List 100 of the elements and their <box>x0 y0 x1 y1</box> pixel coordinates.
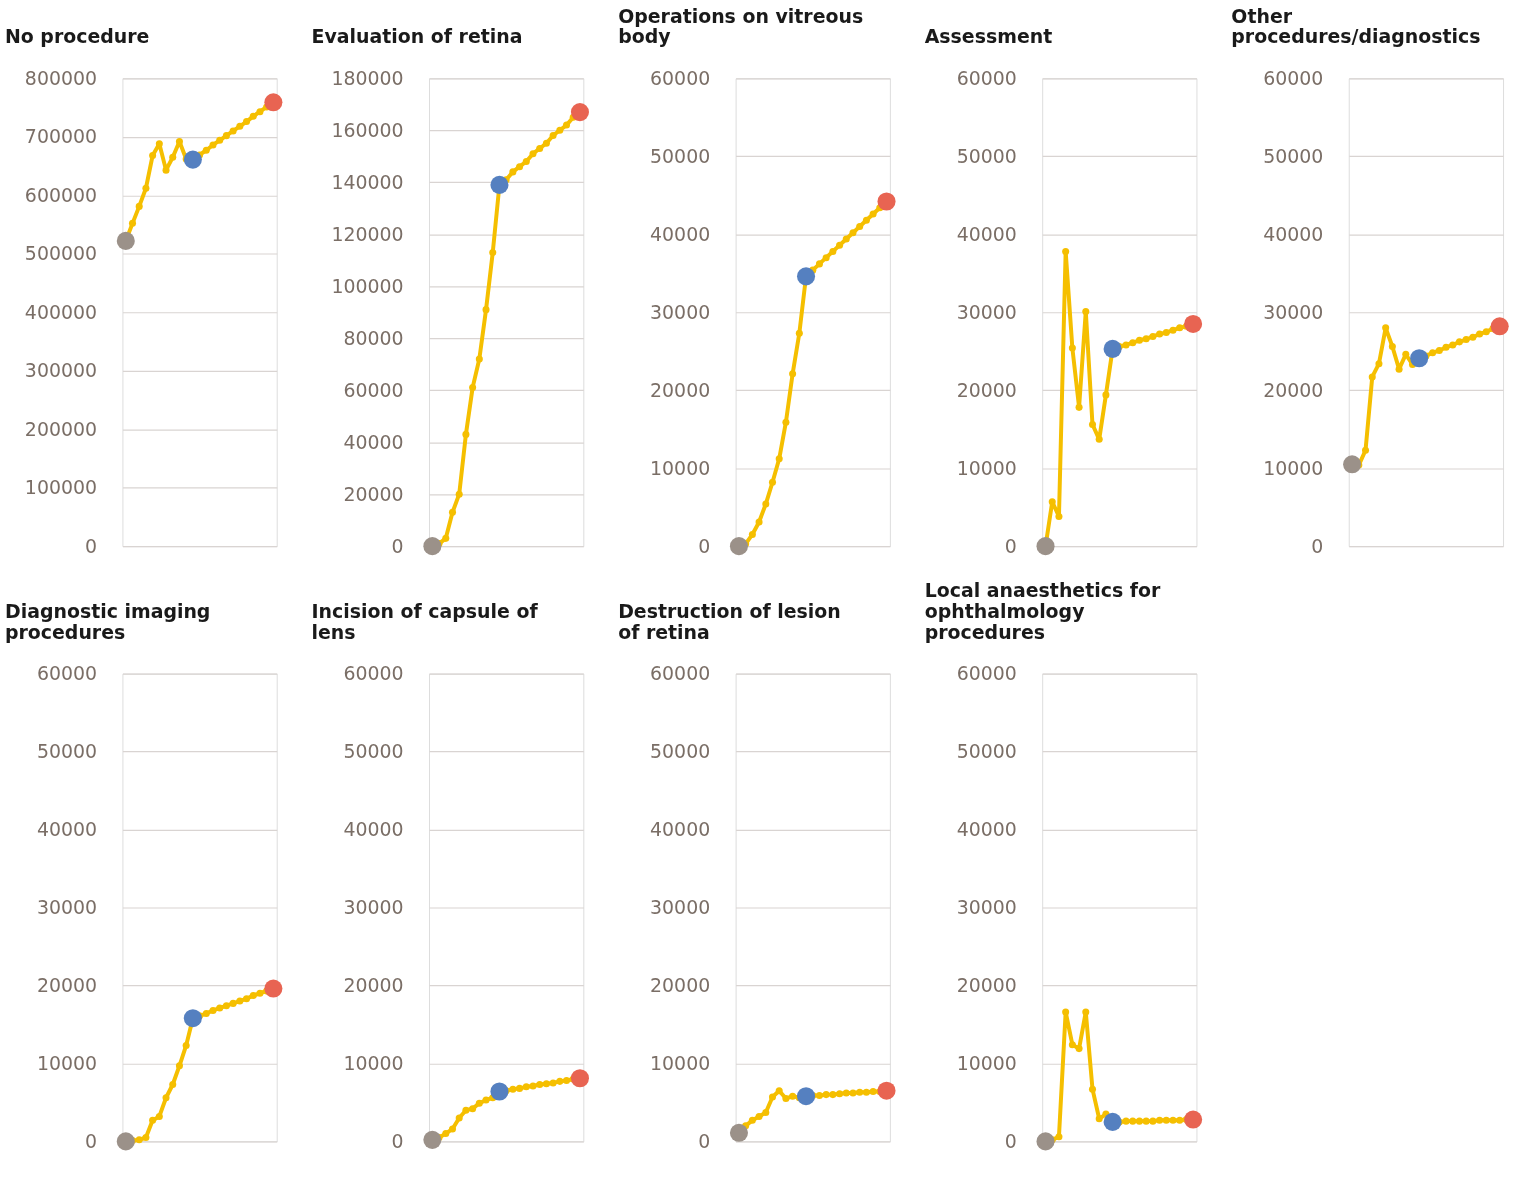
point <box>789 370 797 378</box>
y-tick-label: 60000 <box>1263 66 1324 89</box>
point <box>162 166 170 174</box>
point <box>209 1006 217 1014</box>
point <box>490 175 509 194</box>
point <box>856 222 864 230</box>
y-tick-label: 600000 <box>24 183 98 206</box>
point <box>135 1136 143 1144</box>
point <box>1184 314 1203 333</box>
point <box>822 1091 830 1099</box>
point <box>1068 1041 1076 1049</box>
point <box>175 1062 183 1070</box>
point <box>1162 329 1170 337</box>
y-tick-label: 50000 <box>650 740 711 763</box>
point <box>862 1088 870 1096</box>
point <box>264 979 283 998</box>
point <box>455 490 463 498</box>
point <box>490 1082 509 1101</box>
point <box>169 153 177 161</box>
point <box>1176 1116 1184 1124</box>
chart-title: Assessment <box>924 25 1053 48</box>
point <box>155 140 163 148</box>
point <box>869 1087 877 1096</box>
point <box>877 192 896 211</box>
y-tick-label: 20000 <box>343 973 404 996</box>
point <box>1075 403 1083 411</box>
point <box>570 103 589 122</box>
point <box>236 122 244 130</box>
y-tick-label: 30000 <box>650 300 711 323</box>
point <box>549 131 557 140</box>
point <box>183 150 202 169</box>
y-tick-label: 700000 <box>24 125 98 148</box>
point <box>542 139 550 147</box>
point <box>216 1004 224 1012</box>
point <box>1156 330 1164 338</box>
point <box>1382 324 1390 332</box>
y-tick-label: 30000 <box>36 895 98 918</box>
point <box>570 1069 589 1088</box>
y-tick-label: 20000 <box>343 482 404 505</box>
y-tick-label: 60000 <box>343 378 404 401</box>
point <box>549 1079 557 1087</box>
point <box>748 1116 756 1124</box>
point <box>1102 391 1110 399</box>
y-tick-label: 40000 <box>650 817 711 840</box>
point <box>482 1096 490 1104</box>
y-tick-label: 60000 <box>36 662 98 685</box>
y-tick-label: 0 <box>698 1129 711 1152</box>
point <box>1129 339 1137 347</box>
y-tick-label: 40000 <box>650 222 711 245</box>
point <box>789 1092 797 1100</box>
y-tick-label: 10000 <box>956 1051 1017 1074</box>
point <box>1103 339 1122 358</box>
point <box>475 1099 483 1107</box>
y-tick-label: 120000 <box>331 222 404 245</box>
y-tick-label: 60000 <box>650 66 711 89</box>
y-tick-label: 40000 <box>343 430 404 453</box>
point <box>556 126 564 134</box>
point <box>755 518 763 526</box>
point <box>842 1089 850 1097</box>
point <box>1135 1117 1143 1125</box>
y-tick-label: 10000 <box>36 1051 98 1074</box>
point <box>1402 350 1410 358</box>
point <box>522 1083 530 1091</box>
point <box>775 455 783 463</box>
point <box>768 478 777 486</box>
point <box>249 112 257 120</box>
point <box>1429 349 1437 357</box>
point <box>442 1130 450 1138</box>
point <box>796 267 816 286</box>
point <box>209 141 217 149</box>
point <box>1149 1117 1157 1125</box>
y-tick-label: 300000 <box>24 359 98 382</box>
y-tick-label: 40000 <box>343 817 404 840</box>
point <box>423 537 442 556</box>
point <box>1103 1112 1122 1131</box>
y-tick-label: 50000 <box>36 740 98 763</box>
point <box>1449 341 1457 349</box>
point <box>529 1082 537 1090</box>
point <box>142 1133 150 1142</box>
chart-title: Other procedures/diagnostics <box>1231 4 1481 48</box>
point <box>796 1087 816 1106</box>
y-tick-label: 0 <box>85 1129 98 1152</box>
point <box>442 534 450 542</box>
point <box>183 1009 202 1028</box>
chart-title: Local anaesthetics for ophthalmology procedures <box>924 578 1161 643</box>
point <box>849 229 857 237</box>
point <box>1142 1117 1150 1125</box>
y-tick-label: 20000 <box>650 378 711 401</box>
point <box>448 508 457 516</box>
y-tick-label: 0 <box>698 534 711 557</box>
point <box>775 1087 783 1095</box>
point <box>1095 1115 1103 1123</box>
point <box>469 1105 477 1113</box>
point <box>169 1080 177 1088</box>
point <box>216 136 224 144</box>
y-tick-label: 50000 <box>956 740 1017 763</box>
point <box>1135 336 1143 344</box>
point <box>516 1084 524 1092</box>
y-tick-label: 180000 <box>331 66 404 89</box>
point <box>1082 1008 1090 1016</box>
